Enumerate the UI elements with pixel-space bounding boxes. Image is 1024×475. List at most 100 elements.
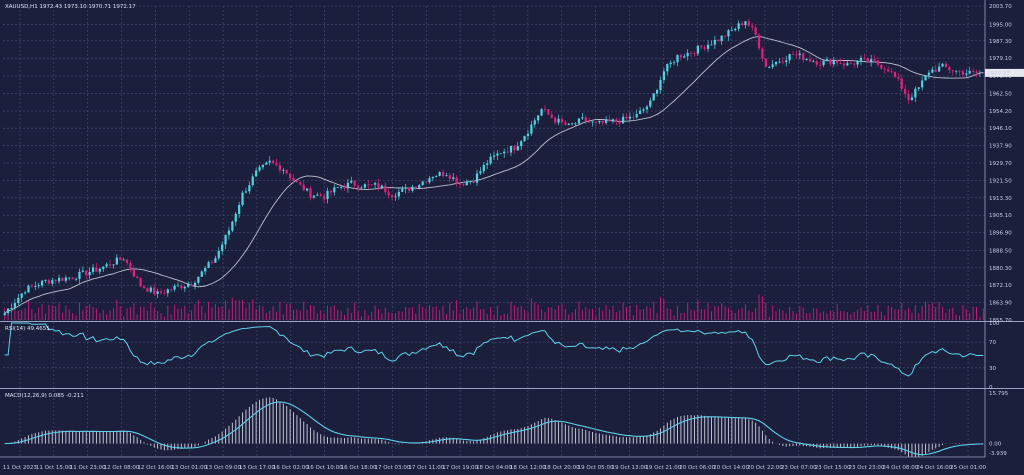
candle-body: [227, 230, 231, 235]
candle-body: [672, 62, 676, 64]
candle-body: [54, 280, 57, 282]
candle-body: [897, 76, 900, 79]
candle-body: [577, 118, 581, 124]
candle-body: [642, 109, 645, 111]
candle-body: [302, 184, 305, 191]
candle-body: [234, 213, 237, 222]
candle-body: [934, 69, 937, 72]
candle-body: [808, 59, 812, 62]
candle-body: [788, 54, 791, 61]
price-tick-label: 1970.70: [989, 74, 1012, 80]
price-tick-label: 1921.50: [989, 178, 1012, 184]
candle-body: [68, 277, 71, 279]
candle-body: [336, 187, 339, 189]
candle-body: [244, 191, 248, 193]
candle-body: [431, 176, 434, 179]
candle-body: [907, 94, 910, 100]
candle-body: [173, 285, 176, 290]
candle-body: [635, 113, 638, 118]
candle-body: [618, 121, 621, 124]
candle-body: [411, 186, 414, 191]
candle-body: [499, 153, 502, 155]
candle-body: [540, 109, 543, 116]
volume-bars: [4, 294, 984, 320]
candle-body: [479, 171, 482, 174]
candle-body: [571, 123, 574, 125]
candle-body: [183, 286, 186, 289]
candle-body: [856, 60, 859, 65]
candle-body: [13, 303, 16, 308]
candle-body: [57, 277, 61, 282]
candle-body: [170, 289, 173, 291]
candle-body: [231, 221, 234, 231]
candle-body: [526, 133, 530, 137]
candle-body: [108, 264, 112, 266]
candle-body: [533, 120, 536, 125]
candle-body: [407, 187, 411, 191]
candle-body: [645, 106, 649, 110]
price-tick-label: 1888.50: [989, 248, 1012, 254]
candle-body: [778, 61, 781, 63]
candle-body: [720, 35, 723, 42]
candle-body: [873, 59, 876, 61]
time-tick-label: 23 Oct 23:00: [849, 465, 885, 471]
candle-body: [649, 100, 652, 107]
candle-body: [248, 185, 251, 192]
candle-body: [482, 164, 485, 172]
candle-body: [608, 119, 611, 122]
time-tick-label: 12 Oct 08:00: [104, 465, 140, 471]
candle-body: [373, 183, 377, 185]
candle-body: [639, 110, 642, 114]
rsi-tick-label: 70: [989, 340, 996, 346]
candle-body: [34, 286, 37, 287]
candle-body: [455, 177, 458, 184]
candle-body: [972, 71, 975, 72]
candle-body: [710, 44, 713, 46]
candle-body: [326, 190, 329, 200]
candle-body: [747, 21, 750, 26]
candle-body: [554, 117, 557, 123]
candle-body: [221, 244, 224, 251]
candle-body: [853, 63, 856, 65]
moving-average-path: [4, 36, 984, 314]
candle-body: [842, 63, 846, 66]
candle-body: [272, 160, 275, 164]
rsi-line: [4, 322, 984, 377]
time-tick-label: 18 Oct 12:00: [510, 465, 546, 471]
candle-body: [394, 196, 397, 198]
candle-body: [863, 57, 866, 59]
last-price-tag: 1972.17: [985, 68, 1024, 77]
candle-body: [757, 34, 761, 49]
macd-tick-label: 15.795: [989, 391, 1009, 397]
candle-body: [81, 270, 84, 272]
candle-body: [74, 278, 78, 280]
candle-body: [591, 121, 594, 123]
candle-body: [696, 45, 699, 54]
price-tick-label: 1962.50: [989, 91, 1012, 97]
candle-body: [961, 71, 965, 75]
candle-body: [122, 259, 125, 261]
candle-body: [744, 21, 747, 26]
candle-body: [278, 165, 282, 171]
candle-body: [112, 264, 115, 266]
candle-body: [601, 120, 604, 123]
candle-body: [662, 71, 666, 80]
candle-body: [948, 67, 951, 71]
candle-body: [734, 28, 737, 31]
time-tick-label: 24 Oct 16:00: [916, 465, 952, 471]
candle-body: [761, 48, 764, 59]
last-price-tag-label: 1972.17: [987, 71, 1010, 77]
candle-body: [802, 53, 805, 61]
candle-body: [890, 71, 893, 73]
candle-body: [414, 186, 417, 189]
candle-body: [37, 285, 40, 287]
time-tick-label: 16 Oct 10:00: [307, 465, 343, 471]
candle-body: [632, 116, 635, 118]
candle-body: [530, 124, 533, 134]
candle-body: [319, 194, 322, 197]
candle-body: [924, 75, 927, 81]
candle-body: [815, 61, 818, 65]
candle-body: [95, 267, 98, 272]
candle-body: [20, 293, 23, 298]
